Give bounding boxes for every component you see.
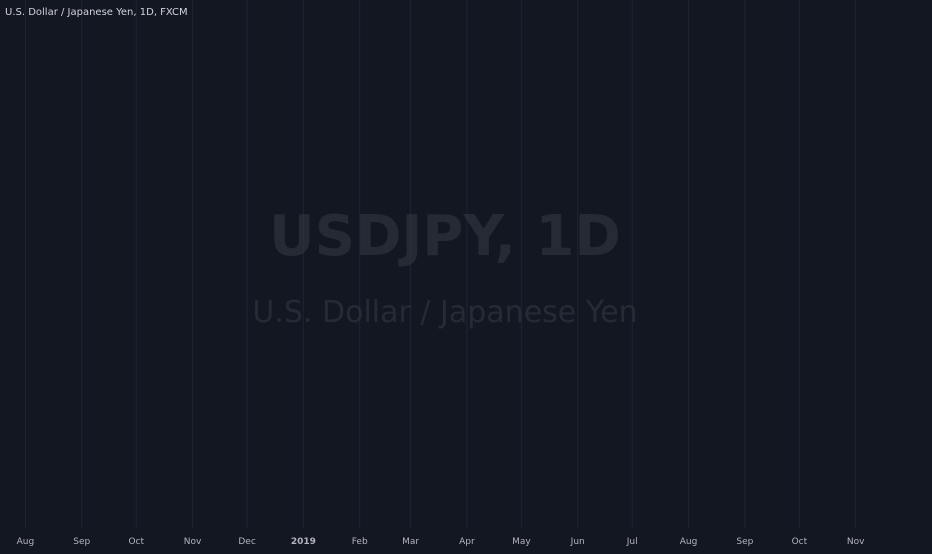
chart-title: U.S. Dollar / Japanese Yen, 1D, FXCM [5, 7, 188, 18]
x-tick-label: May [512, 537, 531, 547]
x-tick-label: Sep [73, 537, 90, 547]
x-tick-label: Jul [626, 537, 638, 547]
x-tick-label: Nov [847, 537, 865, 547]
price-axis-panel [888, 0, 932, 550]
x-tick-label: Aug [17, 537, 35, 547]
watermark-symbol: USDJPY, 1D [269, 204, 621, 269]
x-tick-label: 2019 [291, 537, 316, 547]
watermark-name: U.S. Dollar / Japanese Yen [252, 295, 637, 330]
x-tick-label: Jun [570, 537, 585, 547]
time-axis[interactable]: Aug Sep Oct Nov Dec 2019 Feb Mar Apr May Jun Jul Aug… [17, 537, 865, 547]
x-tick-label: Feb [352, 537, 368, 547]
grid-lines [24, 0, 857, 528]
x-tick-label: Oct [792, 537, 808, 547]
x-tick-label: Apr [459, 537, 475, 547]
x-tick-label: Oct [128, 537, 144, 547]
x-tick-label: Mar [402, 537, 419, 547]
symbol-watermark: USDJPY, 1D U.S. Dollar / Japanese Yen [252, 204, 637, 330]
x-tick-label: Sep [736, 537, 753, 547]
x-tick-label: Dec [238, 537, 255, 547]
x-tick-label: Nov [184, 537, 202, 547]
x-tick-label: Aug [680, 537, 698, 547]
